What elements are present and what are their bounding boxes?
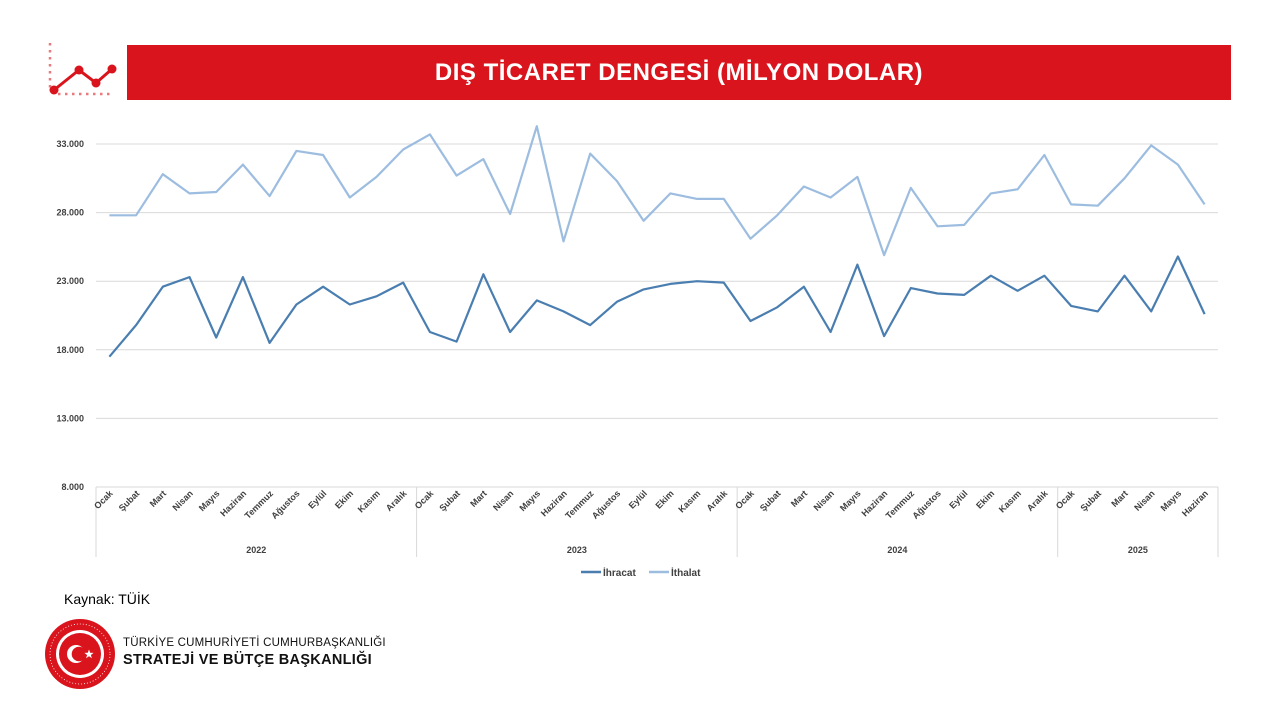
x-tick-label: Ağustos bbox=[590, 488, 623, 521]
x-tick-label: Ağustos bbox=[910, 488, 943, 521]
x-tick-label: Ekim bbox=[974, 488, 996, 510]
x-tick-label: Ağustos bbox=[269, 488, 302, 521]
x-tick-label: Eylül bbox=[947, 488, 969, 510]
x-tick-label: Nisan bbox=[491, 488, 515, 512]
x-tick-label: Mart bbox=[148, 488, 169, 509]
x-tick-label: Eylül bbox=[627, 488, 649, 510]
y-tick-label: 18.000 bbox=[56, 345, 84, 355]
year-label: 2022 bbox=[246, 545, 266, 555]
x-tick-label: Aralık bbox=[1025, 488, 1050, 513]
x-tick-label: Nisan bbox=[812, 488, 836, 512]
x-tick-label: Şubat bbox=[758, 488, 783, 513]
chart: 8.000 13.000 18.000 23.000 28.000 33.000 2022 2… bbox=[56, 125, 1219, 579]
x-tick-label: Ekim bbox=[333, 488, 355, 510]
org-name-line2: STRATEJİ VE BÜTÇE BAŞKANLIĞI bbox=[123, 652, 373, 668]
x-tick-label: Kasım bbox=[997, 488, 1023, 514]
x-tick-label: Nisan bbox=[1132, 488, 1156, 512]
series-line-ihracat bbox=[108, 255, 1206, 358]
legend: İhracat İthalat bbox=[581, 566, 701, 579]
y-tick-label: 8.000 bbox=[61, 482, 84, 492]
x-tick-label: Şubat bbox=[437, 488, 462, 513]
axis: 8.000 13.000 18.000 23.000 28.000 33.000 2022 2… bbox=[56, 139, 1219, 557]
page-title: DIŞ TİCARET DENGESİ (MİLYON DOLAR) bbox=[434, 58, 924, 86]
year-label: 2025 bbox=[1128, 545, 1148, 555]
line-chart-icon bbox=[48, 43, 117, 96]
grid-lines bbox=[96, 143, 1218, 488]
source-note: Kaynak: TÜİK bbox=[64, 591, 151, 607]
title-bar: DIŞ TİCARET DENGESİ (MİLYON DOLAR) bbox=[127, 45, 1231, 100]
y-tick-label: 33.000 bbox=[56, 139, 84, 149]
x-tick-label: Aralık bbox=[384, 488, 409, 513]
x-tick-label: Aralık bbox=[704, 488, 729, 513]
x-tick-label: Mayıs bbox=[197, 488, 222, 513]
x-tick-label: Mayıs bbox=[517, 488, 542, 513]
year-label: 2024 bbox=[887, 545, 907, 555]
x-tick-label: Haziran bbox=[1180, 488, 1210, 518]
x-tick-label: Ekim bbox=[653, 488, 675, 510]
x-tick-label: Şubat bbox=[117, 488, 142, 513]
org-name-line1: TÜRKİYE CUMHURİYETİ CUMHURBAŞKANLIĞI bbox=[123, 637, 386, 649]
org-seal-logo bbox=[45, 619, 115, 689]
x-tick-label: Şubat bbox=[1078, 488, 1103, 513]
y-tick-label: 13.000 bbox=[56, 413, 84, 423]
x-tick-label: Mayıs bbox=[838, 488, 863, 513]
x-tick-label: Mart bbox=[1109, 488, 1130, 509]
x-tick-label: Mayıs bbox=[1159, 488, 1184, 513]
y-tick-label: 23.000 bbox=[56, 276, 84, 286]
series-line-ithalat bbox=[109, 125, 1206, 257]
year-label: 2023 bbox=[567, 545, 587, 555]
x-tick-label: Kasım bbox=[356, 488, 382, 514]
x-tick-label: Nisan bbox=[171, 488, 195, 512]
legend-label: İthalat bbox=[671, 566, 701, 579]
x-tick-label: Mart bbox=[468, 488, 489, 509]
x-tick-label: Eylül bbox=[306, 488, 328, 510]
x-tick-label: Kasım bbox=[676, 488, 702, 514]
x-tick-label: Mart bbox=[789, 488, 810, 509]
legend-label: İhracat bbox=[603, 566, 636, 579]
y-tick-label: 28.000 bbox=[56, 208, 84, 218]
series-layer bbox=[108, 125, 1206, 358]
